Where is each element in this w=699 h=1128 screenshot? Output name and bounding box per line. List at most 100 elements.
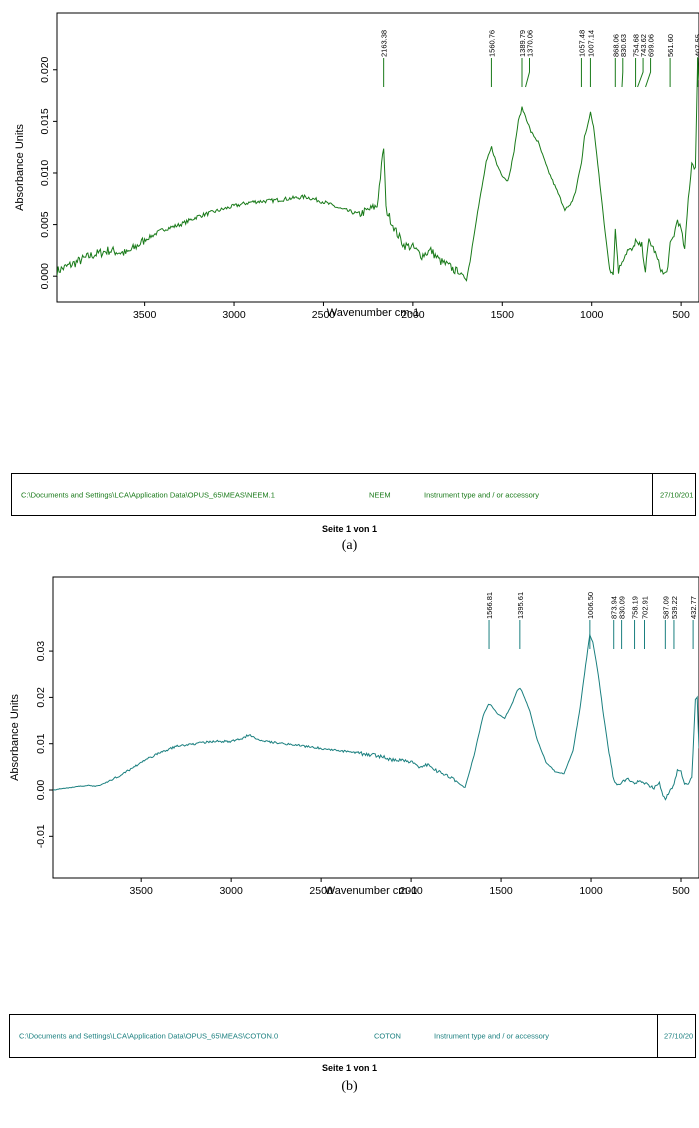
spectrum-chart-neem: 3500 3000 2500 2000 1500 1000 500 0.000 0.005 0.0… <box>14 12 699 321</box>
panel-label-b: (b) <box>341 1079 358 1094</box>
x-tick-label: 2500 <box>312 309 336 321</box>
y-tick-label: 0.03 <box>35 641 47 662</box>
peak-tick <box>637 58 644 88</box>
peak-label: 1566.81 <box>485 592 494 619</box>
x-tick-label: 500 <box>672 309 690 321</box>
x-tick-label: 3000 <box>219 885 243 897</box>
peak-marker: 830.63 <box>619 34 628 88</box>
spectrum-series <box>53 632 699 801</box>
y-axis-label: Absorbance Units <box>14 124 26 211</box>
peak-label: 868.06 <box>611 34 620 57</box>
peak-marker: 754.68 <box>632 34 641 87</box>
peak-label: 539.22 <box>670 596 679 619</box>
peak-marker: 1389.79 <box>518 30 527 87</box>
peak-label: 830.09 <box>618 596 627 619</box>
footer-path: C:\Documents and Settings\LCA\Applicatio… <box>21 490 275 499</box>
spectrum-chart-coton: 3500 3000 2500 2000 1500 1000 500 -0.01 0.00 0.01… <box>9 576 699 897</box>
peak-label: 2163.38 <box>380 30 389 57</box>
x-tick-label: 3000 <box>222 309 246 321</box>
peak-label: 830.63 <box>619 34 628 57</box>
y-tick-label: 0.015 <box>39 108 51 134</box>
peak-marker: 1007.14 <box>586 30 595 87</box>
peak-marker: 699.06 <box>645 34 656 88</box>
peak-label: 754.68 <box>632 34 641 57</box>
y-tick-label: 0.020 <box>39 56 51 82</box>
peak-marker: 539.22 <box>670 596 679 649</box>
footer-divider <box>652 474 653 515</box>
peak-label: 1057.48 <box>577 30 586 57</box>
x-tick-label: 1500 <box>491 309 515 321</box>
footer-sample: COTON <box>374 1031 401 1041</box>
peak-marker: 868.06 <box>611 34 620 87</box>
peak-marker: 743.62 <box>637 34 648 88</box>
peak-marker: 432.77 <box>689 596 698 649</box>
footer-date: 27/10/201 <box>660 490 694 499</box>
peak-marker: 702.91 <box>640 596 649 649</box>
peak-marker: 587.09 <box>661 596 670 649</box>
peak-marker: 2163.38 <box>380 30 389 87</box>
footer-instrument: Instrument type and / or accessory <box>434 1031 550 1041</box>
footer-divider <box>657 1015 658 1057</box>
peak-marker: 830.09 <box>618 596 627 649</box>
plot-frame <box>56 12 699 303</box>
y-tick-label: -0.01 <box>35 824 47 848</box>
peak-marker: 1560.76 <box>487 30 496 87</box>
y-axis-label: Absorbance Units <box>9 694 21 781</box>
peak-marker: 758.19 <box>631 596 640 649</box>
peak-marker: 873.94 <box>610 596 619 649</box>
peak-label: 1006.50 <box>586 592 595 619</box>
peak-label: 1395.61 <box>516 592 525 619</box>
peak-label: 702.91 <box>640 596 649 619</box>
footer-date: 27/10/20 <box>664 1031 694 1041</box>
y-tick-label: 0.000 <box>39 263 51 289</box>
footer-box-neem: C:\Documents and Settings\LCA\Applicatio… <box>11 473 696 516</box>
x-tick-label: 1500 <box>489 885 513 897</box>
x-tick-label: 2000 <box>399 885 423 897</box>
peak-label: 1560.76 <box>487 30 496 57</box>
peak-label: 587.09 <box>661 596 670 619</box>
plot-frame <box>52 576 699 879</box>
x-tick-label: 2000 <box>401 309 425 321</box>
peak-label: 873.94 <box>610 596 619 619</box>
x-tick-label: 1000 <box>579 885 603 897</box>
peak-marker: 1395.61 <box>516 592 525 649</box>
page-indicator: Seite 1 von 1 <box>321 524 378 534</box>
x-axis-label: Wavenumber cm-1 <box>325 885 418 897</box>
peak-marker: 561.60 <box>666 34 675 87</box>
peak-label: 432.77 <box>689 596 698 619</box>
page-indicator: Seite 1 von 1 <box>321 1063 378 1073</box>
peak-tick <box>621 58 624 88</box>
peak-label: 699.06 <box>647 34 656 57</box>
peak-label: 561.60 <box>666 34 675 57</box>
peak-marker: 1006.50 <box>586 592 595 649</box>
y-tick-label: 0.010 <box>39 160 51 186</box>
panel-label-a: (a) <box>341 538 358 553</box>
peak-tick <box>645 58 652 88</box>
peak-label: 407.55 <box>694 34 699 57</box>
x-tick-label: 3500 <box>133 309 157 321</box>
peak-tick <box>525 58 530 88</box>
peak-label: 1007.14 <box>586 30 595 57</box>
footer-instrument: Instrument type and / or accessory <box>424 490 540 499</box>
footer-path: C:\Documents and Settings\LCA\Applicatio… <box>19 1031 279 1041</box>
footer-box-coton: C:\Documents and Settings\LCA\Applicatio… <box>9 1014 696 1058</box>
footer-sample: NEEM <box>369 490 391 499</box>
y-tick-label: 0.01 <box>35 733 47 754</box>
peak-marker: 407.55 <box>694 34 699 87</box>
peak-label: 743.62 <box>639 34 648 57</box>
spectrum-series <box>57 57 699 282</box>
y-tick-label: 0.02 <box>35 687 47 708</box>
x-tick-label: 500 <box>672 885 690 897</box>
peak-label: 758.19 <box>631 596 640 619</box>
x-axis-label: Wavenumber cm-1 <box>327 307 420 319</box>
x-tick-label: 1000 <box>580 309 604 321</box>
peak-marker: 1057.48 <box>577 30 586 87</box>
peak-marker: 1566.81 <box>485 592 494 649</box>
y-tick-label: 0.00 <box>35 780 47 801</box>
peak-label: 1370.06 <box>525 30 534 57</box>
y-tick-label: 0.005 <box>39 211 51 237</box>
peak-label: 1389.79 <box>518 30 527 57</box>
peak-marker: 1370.06 <box>525 30 534 88</box>
x-tick-label: 2500 <box>309 885 333 897</box>
x-tick-label: 3500 <box>129 885 153 897</box>
